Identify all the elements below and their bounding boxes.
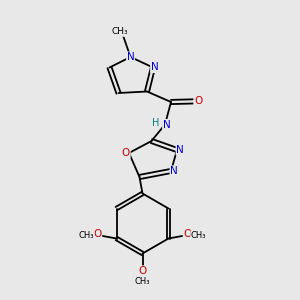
Text: CH₃: CH₃ [79, 231, 94, 240]
Text: O: O [122, 148, 130, 158]
Text: N: N [151, 62, 158, 73]
Text: N: N [170, 166, 178, 176]
Text: H: H [152, 118, 160, 128]
Text: O: O [183, 229, 191, 239]
Text: CH₃: CH₃ [135, 278, 150, 286]
Text: O: O [194, 96, 202, 106]
Text: O: O [94, 229, 102, 239]
Text: CH₃: CH₃ [191, 231, 206, 240]
Text: N: N [176, 145, 184, 155]
Text: N: N [163, 119, 170, 130]
Text: O: O [138, 266, 147, 276]
Text: CH₃: CH₃ [112, 27, 128, 36]
Text: N: N [127, 52, 134, 62]
